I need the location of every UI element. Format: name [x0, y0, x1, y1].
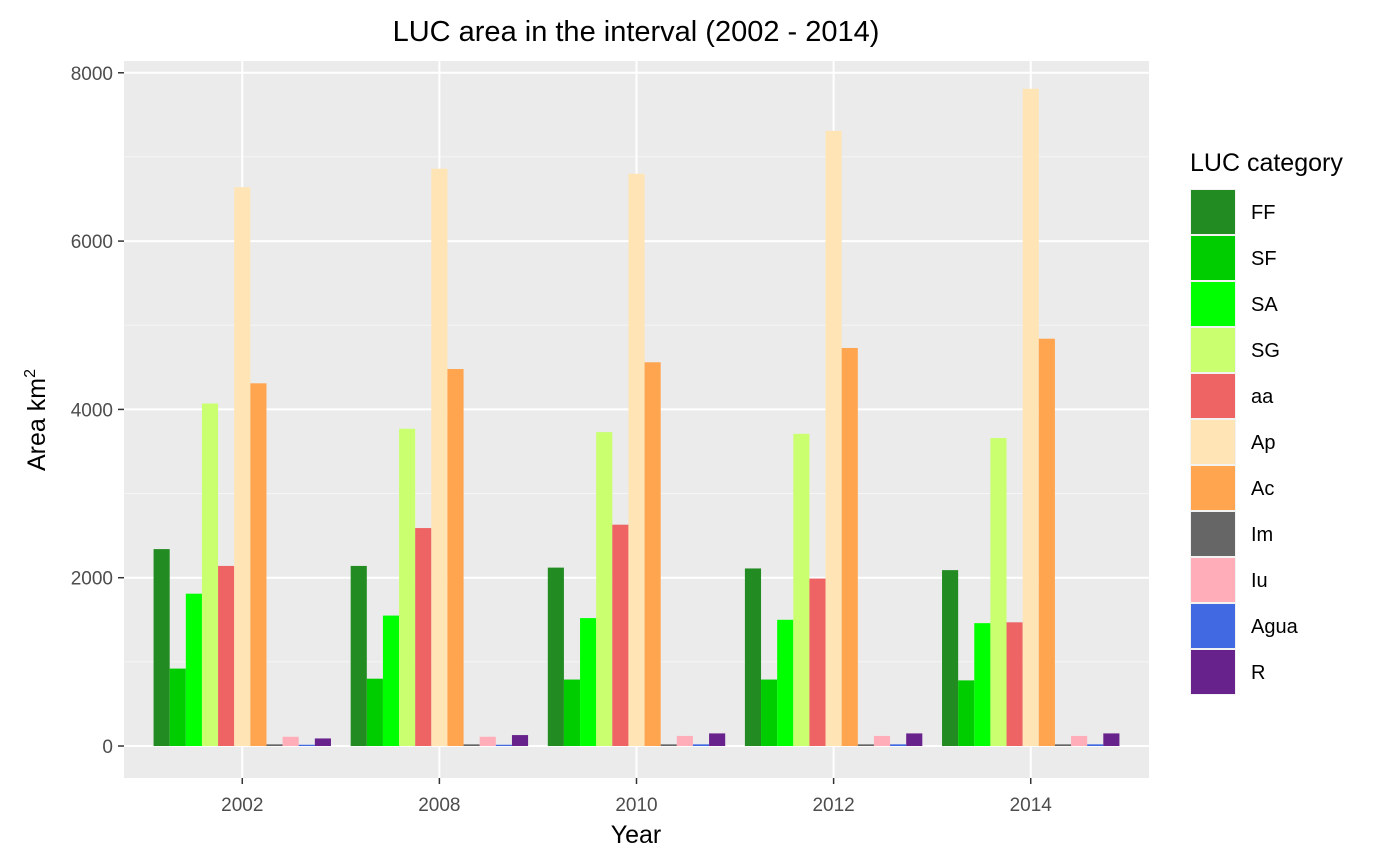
legend-key-agua: [1191, 604, 1235, 648]
bar-sg-2010: [596, 432, 613, 747]
bar-aa-2010: [612, 524, 629, 747]
y-axis-title-text: Area km: [23, 378, 51, 471]
bar-sf-2014: [958, 680, 975, 747]
y-tick-label: 4000: [71, 400, 113, 421]
bar-ff-2012: [744, 568, 762, 747]
bar-sf-2008: [366, 678, 383, 747]
bar-sg-2002: [201, 403, 219, 747]
bar-aa-2008: [415, 528, 432, 747]
legend-key-sa: [1191, 282, 1235, 326]
bar-iu-2010: [676, 735, 693, 747]
x-tick-label: 2014: [1010, 795, 1053, 816]
bar-sa-2012: [777, 619, 794, 747]
legend-key-ff: [1191, 190, 1235, 234]
legend-key-iu: [1191, 558, 1235, 602]
bar-agua-2008: [495, 744, 512, 747]
x-axis: 2002 2008 2010 2012 2014: [221, 778, 1052, 816]
bar-im-2010: [660, 744, 677, 747]
legend-key-ap: [1191, 420, 1235, 464]
bar-im-2002: [266, 744, 283, 747]
legend-key-aa: [1191, 374, 1235, 418]
y-tick-label: 2000: [71, 569, 113, 590]
legend-label-aa: aa: [1251, 386, 1274, 408]
bar-sg-2008: [399, 428, 416, 747]
x-tick-label: 2002: [221, 795, 263, 816]
legend-key-sg: [1191, 328, 1235, 372]
bar-sg-2014: [990, 438, 1007, 747]
bar-ap-2012: [825, 130, 842, 747]
y-axis: 0 2000 4000 6000 8000: [71, 64, 124, 758]
bar-ac-2012: [841, 347, 858, 747]
y-axis-title-superscript: 2: [22, 369, 39, 378]
legend-label-r: R: [1251, 662, 1265, 684]
bar-r-2012: [906, 733, 923, 747]
bar-iu-2008: [479, 736, 496, 747]
bar-ac-2014: [1038, 338, 1055, 747]
legend-key-r: [1191, 650, 1235, 694]
x-tick-label: 2010: [615, 795, 657, 816]
bars: [153, 88, 1120, 747]
bar-iu-2014: [1071, 735, 1088, 747]
bar-aa-2012: [809, 578, 826, 747]
legend: LUC category FF SF SA SG aa Ap Ac Im Iu Agua R: [1190, 149, 1343, 695]
x-axis-title: Year: [611, 821, 662, 849]
bar-sf-2012: [761, 679, 778, 747]
bar-im-2014: [1054, 744, 1072, 747]
bar-r-2010: [709, 733, 726, 747]
bar-r-2002: [314, 738, 331, 747]
bar-agua-2012: [890, 744, 907, 747]
bar-im-2012: [857, 744, 874, 747]
legend-key-ac: [1191, 466, 1235, 510]
bar-ff-2010: [547, 567, 564, 747]
bar-ac-2002: [250, 383, 267, 747]
bar-sg-2012: [793, 433, 810, 747]
bar-iu-2012: [873, 735, 891, 747]
bar-r-2008: [511, 735, 529, 747]
bar-sa-2010: [580, 618, 597, 747]
bar-ff-2008: [350, 565, 367, 747]
bar-agua-2014: [1087, 744, 1104, 747]
bar-ff-2014: [942, 570, 959, 747]
bar-ap-2014: [1022, 88, 1039, 747]
bar-sa-2002: [185, 593, 202, 747]
bar-ff-2002: [153, 549, 170, 747]
bar-sa-2014: [974, 623, 991, 747]
bar-ap-2002: [234, 187, 251, 747]
bar-ap-2010: [628, 173, 645, 747]
bar-r-2014: [1103, 733, 1120, 747]
legend-label-agua: Agua: [1251, 616, 1299, 638]
y-axis-title: Area km2: [22, 369, 51, 471]
bar-agua-2010: [692, 744, 710, 747]
bar-im-2008: [463, 744, 480, 747]
legend-title: LUC category: [1190, 149, 1343, 177]
legend-items: FF SF SA SG aa Ap Ac Im Iu Agua R: [1190, 189, 1299, 695]
legend-label-sg: SG: [1251, 340, 1280, 362]
bar-sa-2008: [382, 615, 400, 747]
bar-iu-2002: [282, 736, 299, 747]
legend-key-im: [1191, 512, 1235, 556]
legend-label-ac: Ac: [1251, 478, 1274, 500]
bar-ac-2008: [447, 369, 464, 747]
bar-aa-2014: [1006, 622, 1023, 747]
legend-label-ap: Ap: [1251, 432, 1275, 454]
legend-label-sa: SA: [1251, 294, 1278, 316]
bar-sf-2010: [563, 679, 581, 747]
bar-ac-2010: [644, 362, 661, 747]
legend-label-im: Im: [1251, 524, 1273, 546]
x-tick-label: 2012: [812, 795, 854, 816]
legend-label-iu: Iu: [1251, 570, 1268, 592]
bar-agua-2002: [298, 744, 315, 747]
legend-label-sf: SF: [1251, 248, 1277, 270]
y-tick-label: 6000: [71, 232, 113, 253]
x-tick-label: 2008: [418, 795, 460, 816]
y-tick-label: 8000: [71, 64, 113, 85]
y-tick-label: 0: [102, 737, 113, 758]
legend-key-sf: [1191, 236, 1235, 280]
chart-title: LUC area in the interval (2002 - 2014): [393, 16, 880, 48]
bar-aa-2002: [218, 565, 235, 747]
bar-sf-2002: [169, 668, 186, 747]
legend-label-ff: FF: [1251, 202, 1275, 224]
bar-ap-2008: [431, 168, 448, 747]
